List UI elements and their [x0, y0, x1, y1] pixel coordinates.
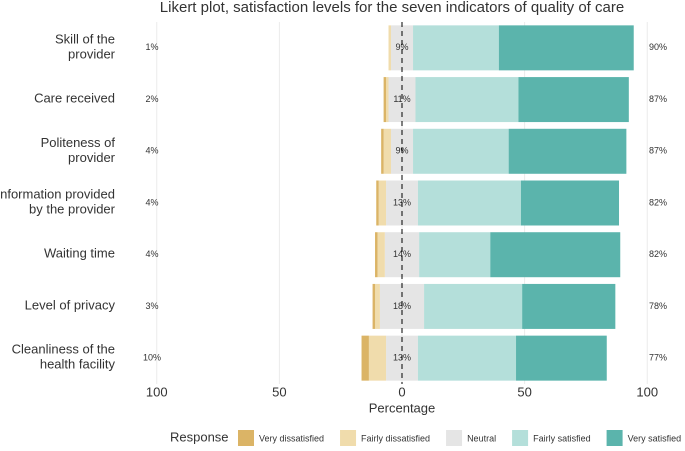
x-tick-label: 50: [272, 384, 286, 399]
value-label: 4%: [145, 197, 158, 207]
bar-segment: [378, 180, 387, 226]
value-label: 87%: [649, 146, 667, 156]
bar-segment: [413, 25, 499, 71]
legend-label: Fairly satisfied: [533, 433, 591, 443]
bar-segment: [375, 283, 380, 329]
bar-segment: [372, 283, 376, 329]
category-label: Information provided by the provider: [0, 187, 116, 217]
value-label: 82%: [649, 249, 667, 259]
category-label: Level of privacy: [25, 298, 116, 313]
bar-segment: [375, 232, 378, 278]
value-label: 9%: [395, 42, 408, 52]
legend-swatch: [446, 430, 463, 446]
bar-segment: [383, 77, 387, 123]
x-axis-label: Percentage: [369, 400, 436, 415]
bar-segment: [376, 180, 379, 226]
x-tick-label: 100: [636, 384, 658, 399]
bar-segment: [522, 283, 616, 329]
bar-segment: [490, 232, 621, 278]
value-label: 1%: [145, 42, 158, 52]
value-label: 2%: [145, 94, 158, 104]
bar-segment: [383, 128, 391, 174]
legend-swatch: [606, 430, 623, 446]
x-tick-label: 0: [398, 384, 405, 399]
x-tick-label: 100: [146, 384, 168, 399]
x-tick-label: 50: [517, 384, 531, 399]
legend-label: Fairly dissatisfied: [361, 433, 430, 443]
bar-segment: [417, 335, 517, 381]
value-label: 90%: [649, 42, 667, 52]
bar-segment: [386, 77, 389, 123]
legend-swatch: [238, 430, 254, 446]
bar-segment: [368, 335, 387, 381]
bar-segment: [390, 25, 414, 71]
value-label: 10%: [143, 353, 161, 363]
bar-segment: [516, 335, 607, 381]
bar-segment: [388, 25, 391, 71]
bar-segment: [413, 128, 509, 174]
value-label: 82%: [649, 197, 667, 207]
bar-segment: [361, 335, 369, 381]
value-label: 14%: [393, 249, 411, 259]
value-label: 3%: [145, 301, 158, 311]
category-label: Care received: [34, 91, 115, 106]
value-label: 4%: [145, 146, 158, 156]
value-label: 4%: [145, 249, 158, 259]
category-label: Politeness of provider: [41, 135, 116, 165]
legend-label: Very satisfied: [628, 433, 682, 443]
chart-title: Likert plot, satisfaction levels for the…: [160, 0, 624, 16]
legend-label: Neutral: [467, 433, 496, 443]
category-label: Cleanliness of the health facility: [12, 342, 116, 372]
legend-swatch: [512, 430, 529, 446]
bar-segment: [419, 232, 491, 278]
legend-swatch: [340, 430, 357, 446]
bar-segment: [424, 283, 523, 329]
bar-segment: [508, 128, 627, 174]
bar-segment: [377, 232, 385, 278]
bar-segment: [417, 180, 521, 226]
category-label: Skill of the provider: [55, 32, 116, 62]
value-label: 87%: [649, 94, 667, 104]
legend-title: Response: [170, 429, 229, 444]
bar-segment: [518, 77, 629, 123]
bar-segment: [381, 128, 384, 174]
legend-label: Very dissatisfied: [259, 433, 324, 443]
bar-segment: [415, 77, 519, 123]
value-label: 77%: [649, 353, 667, 363]
category-label: Waiting time: [44, 246, 115, 261]
value-label: 78%: [649, 301, 667, 311]
bar-segment: [498, 25, 634, 71]
bar-segment: [520, 180, 620, 226]
